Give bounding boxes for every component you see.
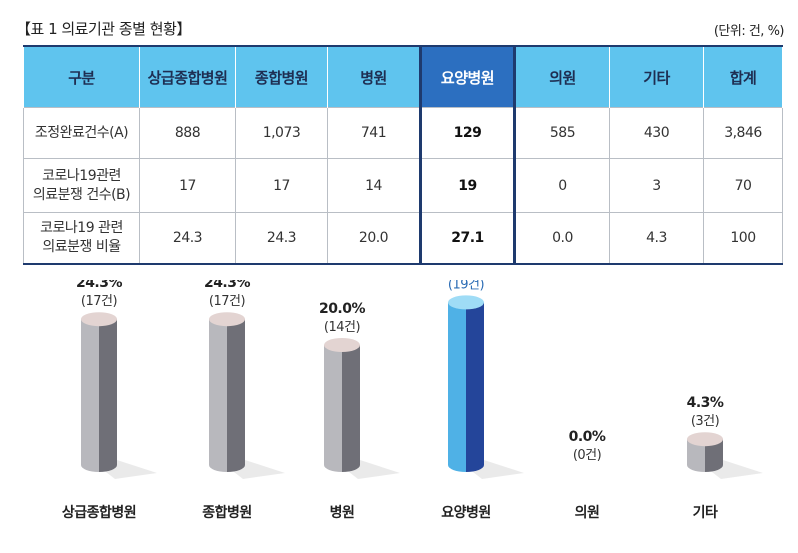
table-cell: 1,073 xyxy=(235,107,328,159)
count-label: (17건) xyxy=(81,294,117,309)
value-label: 4.3% xyxy=(687,395,724,411)
value-label: 20.0% xyxy=(319,301,366,317)
bar-body xyxy=(687,439,705,472)
table-cell: 0.0 xyxy=(514,212,610,265)
table-cell: 430 xyxy=(609,107,704,159)
table-cell: 17 xyxy=(235,158,328,213)
facility-type-table: 구분 상급종합병원 종합병원 병원 요양병원 의원 기타 합계 조정완료건수(A… xyxy=(23,45,783,265)
table-cell: 888 xyxy=(139,107,236,159)
count-label: (17건) xyxy=(209,294,245,309)
category-label: 의원 xyxy=(575,504,600,521)
table-cell-highlight: 129 xyxy=(419,107,516,159)
table-cell-highlight: 19 xyxy=(419,158,516,213)
table-cell: 17 xyxy=(139,158,236,213)
bar-body-shade xyxy=(99,319,117,472)
value-label: 24.3% xyxy=(76,280,123,291)
header-other: 기타 xyxy=(609,46,704,108)
count-label: (3건) xyxy=(691,414,719,429)
table-row: 코로나19관련 의료분쟁 건수(B) 17 17 14 19 0 3 70 xyxy=(23,158,783,213)
bar-body xyxy=(81,319,99,472)
value-label: 0.0% xyxy=(569,429,606,445)
category-label: 상급종합병원 xyxy=(62,504,136,521)
table-cell: 3 xyxy=(609,158,704,213)
header-nursing-hospital: 요양병원 xyxy=(419,46,516,108)
header-total: 합계 xyxy=(703,46,783,108)
table-cell: 585 xyxy=(514,107,610,159)
row-label: 코로나19관련 의료분쟁 건수(B) xyxy=(23,158,140,213)
bar-body-shade xyxy=(342,345,360,472)
table-header-row: 구분 상급종합병원 종합병원 병원 요양병원 의원 기타 합계 xyxy=(23,46,783,108)
category-label: 요양병원 xyxy=(441,504,491,521)
table-row: 코로나19 관련 의료분쟁 비율 24.3 24.3 20.0 27.1 0.0… xyxy=(23,212,783,265)
bar-top xyxy=(687,432,723,447)
bar-top xyxy=(448,295,484,310)
table-cell: 24.3 xyxy=(139,212,236,265)
bar-body-shade xyxy=(227,319,245,472)
value-label: 24.3% xyxy=(204,280,251,291)
header-general-hospital: 종합병원 xyxy=(235,46,328,108)
bar-top xyxy=(81,312,117,327)
bar-body xyxy=(209,319,227,472)
count-label: (0건) xyxy=(573,448,601,463)
row-label: 코로나19 관련 의료분쟁 비율 xyxy=(23,212,140,265)
cylinder-bar-chart: 24.3% (17건) 상급종합병원 24.3% (17건) 종합병원 20.0% (14건)… xyxy=(62,280,763,521)
category-label: 병원 xyxy=(330,504,355,521)
table-cell: 100 xyxy=(703,212,783,265)
bar-top xyxy=(209,312,245,327)
bar-top xyxy=(324,338,360,352)
category-label: 기타 xyxy=(693,505,718,521)
header-clinic: 의원 xyxy=(514,46,610,108)
category-label: 종합병원 xyxy=(202,504,252,521)
table-cell: 741 xyxy=(327,107,421,159)
header-category: 구분 xyxy=(23,46,140,108)
table-cell: 24.3 xyxy=(235,212,328,265)
table-row: 조정완료건수(A) 888 1,073 741 129 585 430 3,84… xyxy=(23,107,783,159)
table-cell: 4.3 xyxy=(609,212,704,265)
table-title: 【표 1 의료기관 종별 현황】 xyxy=(16,20,191,38)
bar-body xyxy=(324,345,342,472)
bar-body-shade xyxy=(705,439,723,472)
count-label: (19건) xyxy=(448,280,484,292)
count-label: (14건) xyxy=(324,320,360,335)
table-cell: 3,846 xyxy=(703,107,783,159)
unit-label: (단위: 건, %) xyxy=(713,24,785,39)
header-hospital: 병원 xyxy=(327,46,421,108)
table-cell: 0 xyxy=(514,158,610,213)
row-label: 조정완료건수(A) xyxy=(23,107,140,159)
table-cell-highlight: 27.1 xyxy=(419,212,516,265)
bar-body-shade xyxy=(466,302,484,472)
table-cell: 70 xyxy=(703,158,783,213)
bar-body xyxy=(448,302,466,472)
table-cell: 14 xyxy=(327,158,421,213)
header-tertiary-hospital: 상급종합병원 xyxy=(139,46,236,108)
table-cell: 20.0 xyxy=(327,212,421,265)
